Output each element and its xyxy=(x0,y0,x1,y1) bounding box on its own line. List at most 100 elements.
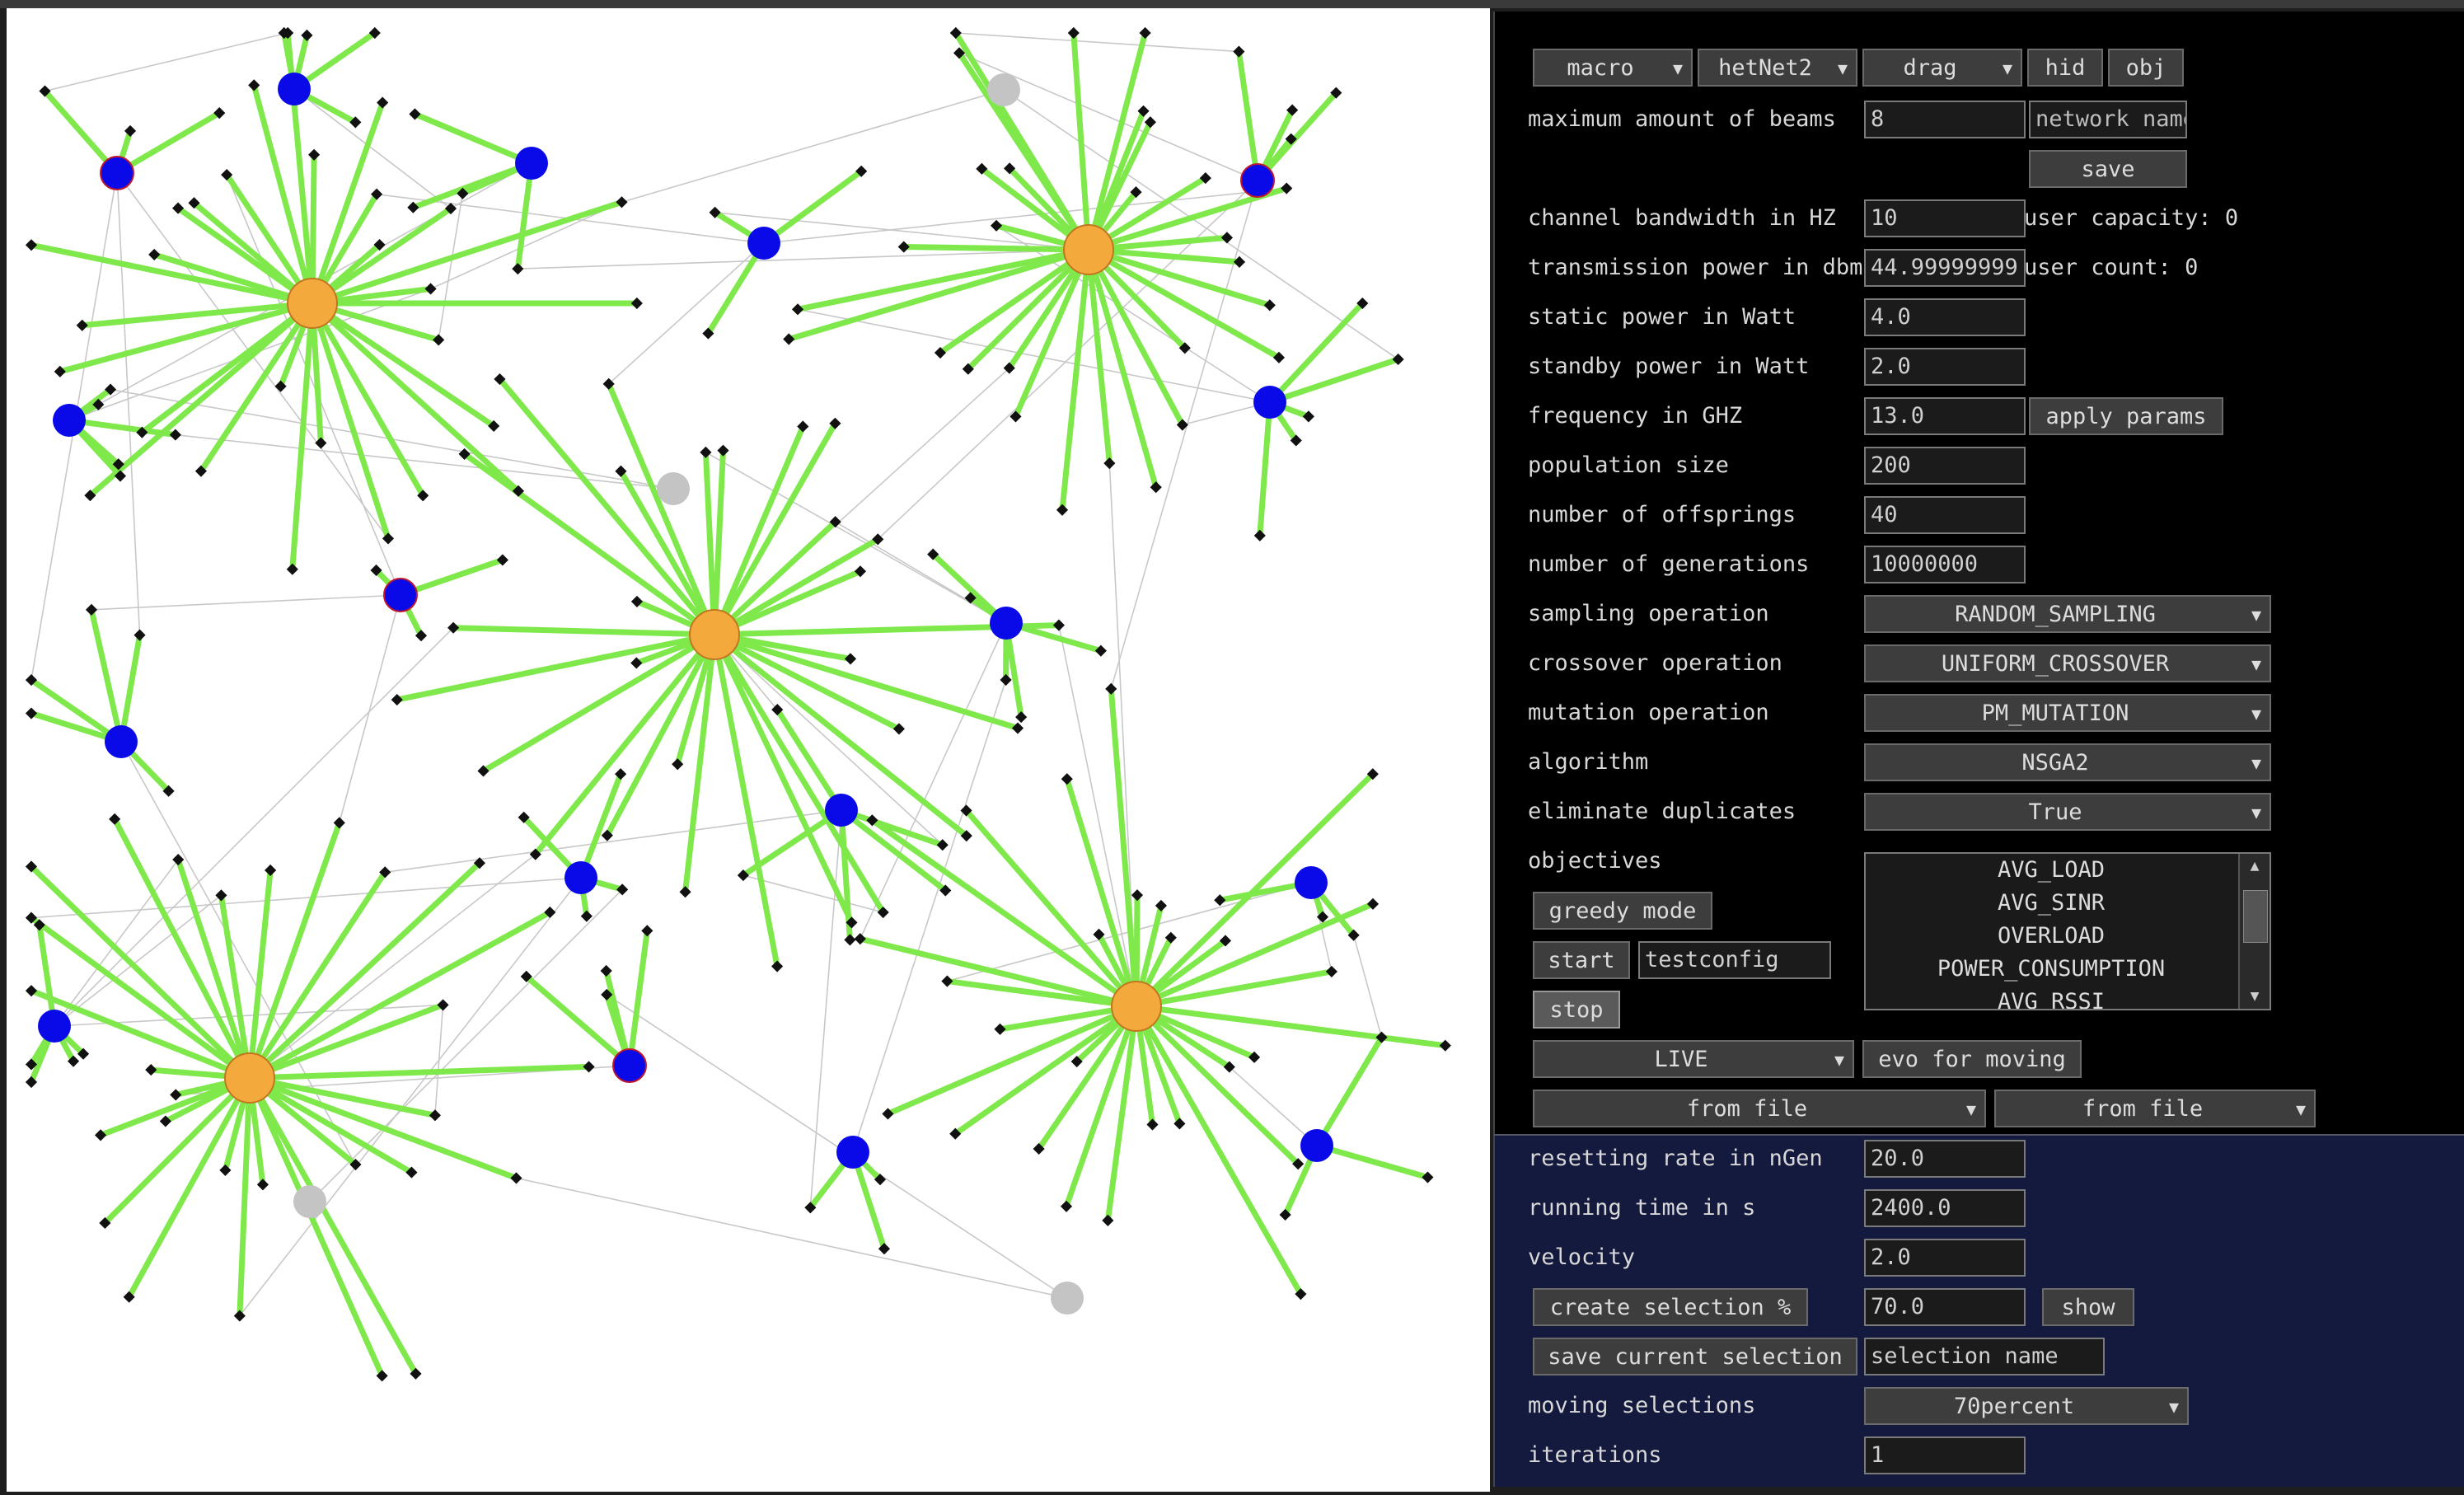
active-beam-link xyxy=(1087,185,1288,253)
network-select[interactable]: hetNet2 xyxy=(1698,49,1857,87)
live-select[interactable]: LIVE xyxy=(1533,1040,1854,1078)
sampling-select[interactable]: RANDOM_SAMPLING xyxy=(1864,595,2271,633)
user-node xyxy=(1000,673,1012,687)
user-node xyxy=(429,1109,442,1122)
network-canvas[interactable] xyxy=(7,8,1490,1492)
objectives-scrollbar[interactable]: ▲ ▼ xyxy=(2238,854,2270,1009)
show-button[interactable]: show xyxy=(2042,1288,2134,1326)
duplicates-select[interactable]: True xyxy=(1864,793,2271,831)
moving-selections-select[interactable]: 70percent xyxy=(1864,1387,2189,1425)
user-node xyxy=(84,490,96,502)
greedy-mode-button[interactable]: greedy mode xyxy=(1533,892,1712,930)
standby-power-input[interactable]: 2.0 xyxy=(1864,348,2026,386)
selection-name-input[interactable]: selection name xyxy=(1864,1338,2105,1375)
algorithm-select[interactable]: NSGA2 xyxy=(1864,743,2271,781)
idle-link xyxy=(54,894,222,1027)
save-selection-button[interactable]: save current selection xyxy=(1533,1338,1857,1375)
small-cell-node xyxy=(383,578,418,612)
user-node xyxy=(1139,26,1151,40)
active-beam-link xyxy=(414,111,533,166)
objectives-list[interactable]: AVG_LOAD AVG_SINR OVERLOAD POWER_CONSUMP… xyxy=(1864,852,2271,1010)
population-input[interactable]: 200 xyxy=(1864,447,2026,485)
user-node xyxy=(771,960,784,972)
user-node xyxy=(941,975,953,987)
active-beam-link xyxy=(1314,1035,1384,1147)
user-node xyxy=(679,886,691,898)
frequency-input[interactable]: 13.0 xyxy=(1864,397,2026,435)
user-node xyxy=(1439,1039,1451,1052)
objective-item[interactable]: AVG_RSSI xyxy=(1997,989,2106,1010)
user-node xyxy=(1316,911,1329,923)
apply-params-button[interactable]: apply params xyxy=(2029,397,2223,435)
obj-button[interactable]: obj xyxy=(2108,49,2184,87)
active-beam-link xyxy=(604,633,718,837)
selection-percent-input[interactable]: 70.0 xyxy=(1864,1288,2026,1326)
inactive-station-node xyxy=(293,1185,326,1218)
resetting-label: resetting rate in nGen xyxy=(1528,1146,1823,1171)
active-beam-link xyxy=(838,809,853,940)
tx-power-label: transmission power in dbm xyxy=(1528,255,1863,280)
generations-input[interactable]: 10000000 xyxy=(1864,546,2026,583)
from-file-select-2[interactable]: from file xyxy=(1994,1090,2316,1127)
mutation-select[interactable]: PM_MUTATION xyxy=(1864,694,2271,732)
user-node xyxy=(854,565,867,578)
small-cell-node xyxy=(38,1010,71,1043)
small-cell-node xyxy=(612,1048,647,1083)
active-beam-link xyxy=(88,301,315,498)
user-node xyxy=(170,1089,182,1101)
user-node xyxy=(583,1061,595,1073)
tx-power-input[interactable]: 44.99999999 xyxy=(1864,249,2026,287)
user-node xyxy=(219,1164,232,1176)
start-button[interactable]: start xyxy=(1533,941,1630,979)
objective-item[interactable]: AVG_SINR xyxy=(1997,890,2106,916)
user-node xyxy=(370,564,382,577)
active-beam-link xyxy=(1136,1003,1446,1049)
objective-item[interactable]: AVG_LOAD xyxy=(1997,857,2106,883)
evo-moving-button[interactable]: evo for moving xyxy=(1862,1040,2082,1078)
resetting-input[interactable]: 20.0 xyxy=(1864,1140,2026,1178)
active-beam-link xyxy=(711,633,855,924)
user-node xyxy=(349,116,362,129)
objective-item[interactable]: POWER_CONSUMPTION xyxy=(1937,956,2166,982)
config-name-input[interactable]: testconfig xyxy=(1638,941,1831,979)
offsprings-input[interactable]: 40 xyxy=(1864,496,2026,534)
velocity-input[interactable]: 2.0 xyxy=(1864,1239,2026,1277)
active-beam-link xyxy=(859,935,1137,1010)
scroll-down-icon[interactable]: ▼ xyxy=(2250,987,2260,1005)
objective-item[interactable]: OVERLOAD xyxy=(1997,923,2106,949)
crossover-select[interactable]: UNIFORM_CROSSOVER xyxy=(1864,644,2271,682)
active-beam-link xyxy=(1235,51,1261,181)
active-beam-link xyxy=(1104,1005,1140,1221)
iterations-input[interactable]: 1 xyxy=(1864,1436,2026,1474)
active-beam-link xyxy=(1257,401,1273,537)
network-graph[interactable] xyxy=(7,8,1490,1492)
tool-select[interactable]: drag xyxy=(1862,49,2022,87)
idle-link xyxy=(705,452,1007,624)
running-time-input[interactable]: 2400.0 xyxy=(1864,1189,2026,1227)
inactive-station-node xyxy=(987,73,1020,106)
bandwidth-input[interactable]: 10 xyxy=(1864,199,2026,237)
mode-select[interactable]: macro xyxy=(1533,49,1693,87)
hid-button[interactable]: hid xyxy=(2027,49,2103,87)
stop-button[interactable]: stop xyxy=(1533,991,1620,1029)
running-time-label: running time in s xyxy=(1528,1195,1756,1221)
active-beam-link xyxy=(481,631,716,774)
scroll-up-icon[interactable]: ▲ xyxy=(2250,857,2260,874)
from-file-select-1[interactable]: from file xyxy=(1533,1090,1986,1127)
active-beam-link xyxy=(887,1003,1138,1117)
moving-panel: resetting rate in nGen 20.0 running time… xyxy=(1493,1134,2464,1487)
static-power-input[interactable]: 4.0 xyxy=(1864,298,2026,336)
network-name-input[interactable]: network name xyxy=(2029,101,2187,138)
user-node xyxy=(855,165,868,177)
save-button[interactable]: save xyxy=(2029,150,2187,188)
user-node xyxy=(737,869,749,882)
user-node xyxy=(33,919,45,931)
scroll-thumb[interactable] xyxy=(2243,890,2268,943)
user-node xyxy=(274,380,287,392)
active-beam-link xyxy=(761,168,864,246)
user-node xyxy=(1144,116,1156,129)
idle-link xyxy=(293,88,452,209)
create-selection-button[interactable]: create selection % xyxy=(1533,1288,1808,1326)
user-node xyxy=(382,532,395,545)
max-beams-input[interactable]: 8 xyxy=(1864,101,2026,138)
